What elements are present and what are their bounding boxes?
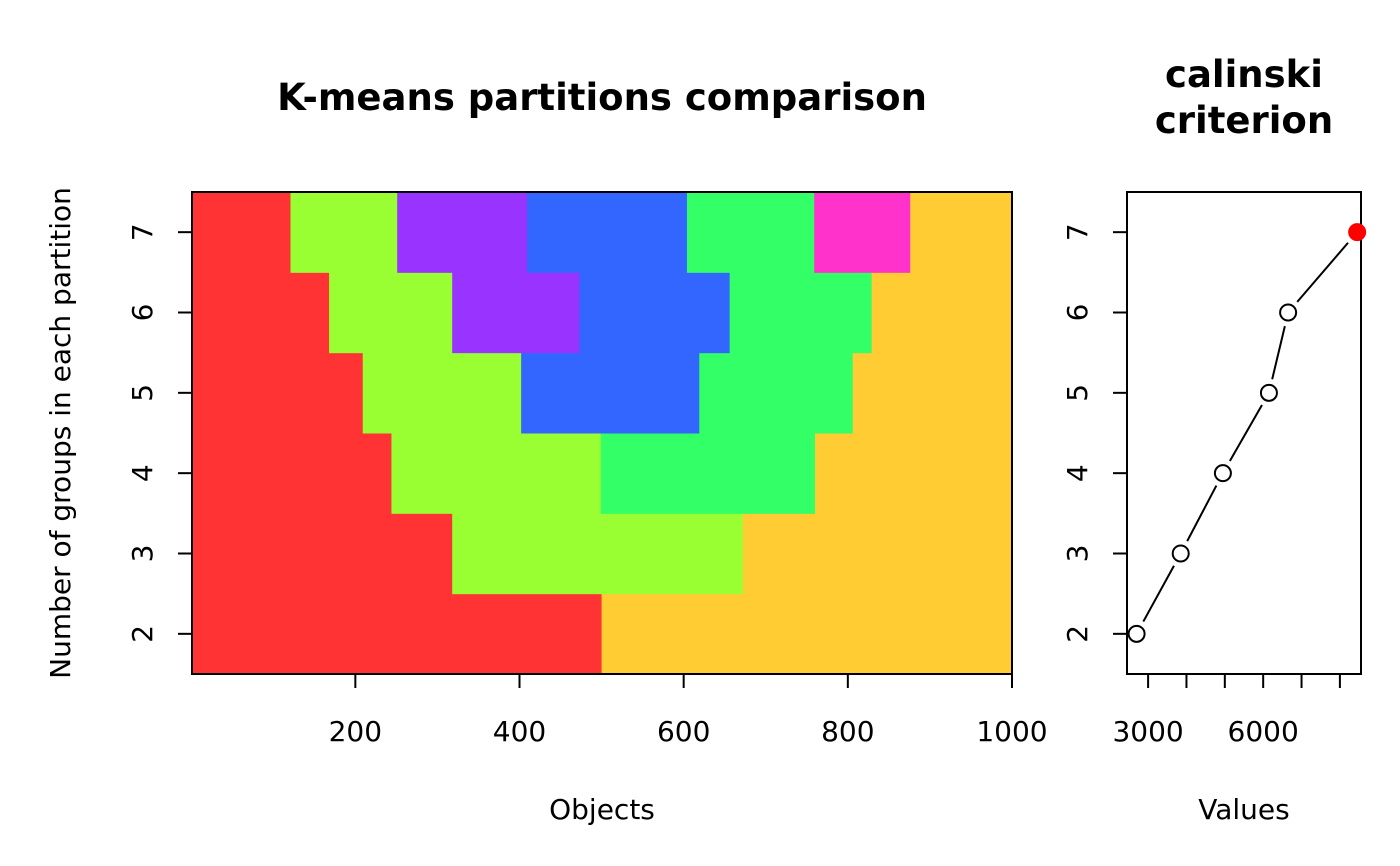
- heatmap-cell-k3-1: [452, 513, 744, 595]
- heatmap-cell-k6-4: [729, 272, 873, 354]
- criterion-y-tick-label: 3: [1061, 545, 1094, 563]
- heatmap-cell-k4-2: [600, 433, 816, 514]
- criterion-x-tick-label: 3000: [1112, 715, 1183, 748]
- heatmap-cell-k7-0: [192, 192, 291, 273]
- criterion-line-segment: [1228, 404, 1263, 462]
- heatmap-title: K-means partitions comparison: [277, 76, 927, 119]
- criterion-best-point: [1348, 223, 1367, 242]
- criterion-y-axis: 2 3 4 5 6 7: [1061, 223, 1127, 643]
- criterion-x-label: Values: [1198, 793, 1289, 826]
- criterion-x-axis: 3000 6000: [1112, 674, 1341, 748]
- heatmap-cell-k7-4: [686, 192, 815, 273]
- criterion-point: [1279, 303, 1298, 322]
- heatmap-cell-k6-1: [329, 272, 453, 354]
- heatmap-cell-k2-0: [192, 593, 603, 675]
- heatmap-cells: [192, 192, 1013, 675]
- heatmap-cell-k3-0: [192, 513, 453, 595]
- heatmap-y-tick-label: 2: [126, 625, 159, 643]
- heatmap-cell-k5-1: [362, 352, 522, 434]
- heatmap-cell-k6-5: [871, 272, 1013, 354]
- heatmap-x-label: Objects: [549, 793, 655, 826]
- criterion-point: [1213, 464, 1232, 483]
- criterion-point: [1171, 544, 1190, 563]
- criterion-line-segment: [1186, 485, 1218, 542]
- heatmap-cell-k7-5: [814, 192, 911, 273]
- heatmap-cell-k5-2: [521, 352, 700, 434]
- criterion-y-tick-label: 2: [1061, 625, 1094, 643]
- heatmap-cell-k3-2: [742, 513, 1013, 595]
- criterion-x-tick-label: 6000: [1228, 715, 1299, 748]
- heatmap-x-tick-label: 400: [493, 715, 546, 748]
- heatmap-cell-k4-1: [391, 433, 602, 514]
- heatmap-x-tick-label: 1000: [976, 715, 1047, 748]
- heatmap-cell-k7-2: [397, 192, 528, 273]
- heatmap-cell-k5-0: [192, 352, 364, 434]
- heatmap-y-tick-label: 5: [126, 384, 159, 402]
- heatmap-cell-k7-3: [526, 192, 688, 273]
- criterion-line-segment: [1142, 565, 1175, 623]
- heatmap-cell-k2-1: [601, 593, 1013, 675]
- heatmap-cell-k6-0: [192, 272, 330, 354]
- heatmap-y-axis: 2 3 4 5 6 7: [126, 223, 192, 643]
- heatmap-cell-k5-4: [852, 352, 1013, 434]
- heatmap-x-axis: 200 400 600 800 1000: [329, 674, 1048, 748]
- heatmap-cell-k4-0: [192, 433, 392, 514]
- heatmap-x-tick-label: 800: [821, 715, 874, 748]
- criterion-line-segment: [1271, 325, 1286, 380]
- criterion-y-tick-label: 6: [1061, 304, 1094, 322]
- heatmap-y-tick-label: 7: [126, 223, 159, 241]
- heatmap-y-label: Number of groups in each partition: [44, 187, 77, 679]
- criterion-title-line1: calinski: [1165, 53, 1323, 96]
- criterion-point: [1127, 624, 1146, 643]
- criterion-frame: [1126, 191, 1362, 675]
- heatmap-frame: [191, 191, 1013, 675]
- criterion-line: [1142, 242, 1349, 623]
- heatmap-cell-k6-3: [579, 272, 731, 354]
- heatmap-x-tick-label: 200: [329, 715, 382, 748]
- heatmap-cell-k5-3: [699, 352, 854, 434]
- criterion-y-tick-label: 4: [1061, 464, 1094, 482]
- criterion-y-tick-label: 5: [1061, 384, 1094, 402]
- criterion-title-line2: criterion: [1155, 99, 1333, 142]
- criterion-line-segment: [1296, 242, 1349, 303]
- heatmap-y-tick-label: 6: [126, 304, 159, 322]
- heatmap-cell-k7-6: [910, 192, 1013, 273]
- heatmap-cell-k6-2: [452, 272, 580, 354]
- criterion-points: [1127, 223, 1367, 643]
- heatmap-y-tick-label: 4: [126, 464, 159, 482]
- heatmap-cell-k7-1: [290, 192, 398, 273]
- heatmap-cell-k4-3: [815, 433, 1013, 514]
- heatmap-y-tick-label: 3: [126, 545, 159, 563]
- heatmap-x-tick-label: 600: [657, 715, 710, 748]
- criterion-point: [1259, 383, 1278, 402]
- criterion-y-tick-label: 7: [1061, 223, 1094, 241]
